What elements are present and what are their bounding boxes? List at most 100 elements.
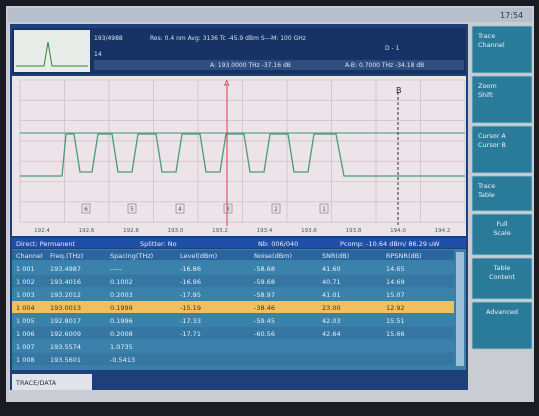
- x-tick-label: 193.8: [346, 228, 362, 234]
- table-cell: 12.92: [386, 304, 405, 312]
- table-cell: -60.56: [254, 330, 275, 338]
- column-header: Level(dBm): [180, 252, 217, 260]
- table-cell: 193.4016: [50, 278, 81, 286]
- cursor-ab-readout: A-B: 0.7000 THz -34.18 dB: [345, 62, 424, 69]
- column-header: SNR(dB): [322, 252, 349, 260]
- x-tick-label: 193.2: [212, 228, 228, 234]
- thumb-sub: 14: [94, 51, 102, 58]
- page: 17:54 193/4988 14 Res: 0.4 nm Avg: 3136 …: [0, 0, 539, 412]
- cursor-a-label: A: [224, 79, 230, 88]
- table-cell: -17.95: [180, 291, 201, 299]
- table-cell: 42.03: [322, 317, 341, 325]
- table-cell: 23.00: [322, 304, 341, 312]
- x-tick-label: 193.6: [301, 228, 317, 234]
- screen: 17:54 193/4988 14 Res: 0.4 nm Avg: 3136 …: [0, 0, 539, 412]
- side-button-label: Cursor A: [478, 132, 506, 140]
- table-cell: 41.60: [322, 265, 341, 273]
- channel-marker-label: 5: [130, 206, 134, 213]
- table-cell: 0.2003: [110, 291, 133, 299]
- channel-marker-label: 1: [322, 206, 326, 213]
- table-cell: -58.97: [254, 291, 275, 299]
- side-button-label: Table: [493, 264, 511, 272]
- side-button-label: Channel: [478, 41, 505, 49]
- table-cell: 192.8017: [50, 317, 81, 325]
- table-cell: 0.1999: [110, 304, 133, 312]
- table-cell: 1 005: [16, 317, 35, 325]
- table-cell: 14.69: [386, 278, 405, 286]
- table-cell: 40.71: [322, 278, 341, 286]
- column-header: Freq.(THz): [50, 252, 83, 260]
- x-tick-label: 194.0: [390, 228, 406, 234]
- table-cell: 193.2012: [50, 291, 81, 299]
- table-cell: 192.6009: [50, 330, 81, 338]
- side-button-label: Full: [496, 220, 507, 228]
- scrollbar[interactable]: [456, 252, 464, 366]
- table-cell: -----: [110, 265, 122, 273]
- channel-marker-label: 3: [226, 206, 230, 213]
- clock: 17:54: [500, 11, 523, 20]
- table-cell: 193.4987: [50, 265, 81, 273]
- table-cell: 1.0735: [110, 343, 133, 351]
- table-cell: 1 008: [16, 356, 35, 364]
- pcomp: Pcomp: -10.64 dBm/ 86.29 uW: [340, 240, 440, 248]
- table-cell: 1 002: [16, 278, 35, 286]
- channel-marker-label: 2: [274, 206, 278, 213]
- title-bar: [8, 8, 532, 22]
- table-cell: -0.5413: [110, 356, 135, 364]
- table-cell: -38.46: [254, 304, 275, 312]
- x-tick-label: 194.2: [435, 228, 451, 234]
- table-cell: 42.64: [322, 330, 341, 338]
- table-cell: 41.01: [322, 291, 341, 299]
- side-button-label: Trace: [477, 32, 495, 40]
- table-cell: 15.07: [386, 291, 405, 299]
- trace-id: D - 1: [385, 45, 400, 52]
- table-cell: 0.2008: [110, 330, 133, 338]
- side-button-label: Shift: [478, 91, 493, 99]
- table-cell: -58.68: [254, 265, 275, 273]
- table-cell: -17.71: [180, 330, 201, 338]
- nb: Nb: 006/040: [258, 240, 298, 248]
- x-tick-label: 193.4: [257, 228, 273, 234]
- x-tick-label: 192.4: [34, 228, 50, 234]
- x-tick-label: 192.8: [123, 228, 139, 234]
- side-button-label: Content: [489, 273, 515, 281]
- table-cell: -16.86: [180, 265, 201, 273]
- side-button-label: Scale: [493, 229, 511, 237]
- x-tick-label: 192.6: [79, 228, 95, 234]
- channel-marker-label: 6: [84, 206, 88, 213]
- table-cell: 0.1996: [110, 317, 133, 325]
- table-cell: 193.5574: [50, 343, 81, 351]
- side-button-label: Advanced: [486, 308, 518, 316]
- column-header: Noise(dBm): [254, 252, 292, 260]
- table-cell: 193.5601: [50, 356, 81, 364]
- table-cell: 1 007: [16, 343, 35, 351]
- side-button-label: Zoom: [478, 82, 497, 90]
- table-cell: 0.1002: [110, 278, 133, 286]
- channel-table: Channel Freq.(THz) Spacing(THz) Level(dBm) N…: [12, 250, 454, 365]
- column-header: Spacing(THz): [110, 252, 153, 260]
- thumb-value: 193/4988: [94, 35, 123, 42]
- table-cell: -16.96: [180, 278, 201, 286]
- channel-marker-label: 4: [178, 206, 182, 213]
- table-cell: 1 003: [16, 291, 35, 299]
- x-tick-label: 193.0: [168, 228, 184, 234]
- side-button-label: Trace: [477, 182, 495, 190]
- table-cell: 1 001: [16, 265, 35, 273]
- column-header: Channel: [16, 252, 43, 260]
- table-cell: -15.19: [180, 304, 201, 312]
- direct: Direct: Permanent: [16, 240, 76, 248]
- table-cell: 15.66: [386, 330, 405, 338]
- table-cell: 1 006: [16, 330, 35, 338]
- cursor-a-readout: A: 193.0000 THz -37.16 dB: [210, 62, 291, 69]
- side-button-label: Cursor B: [478, 141, 506, 149]
- side-button-label: Table: [477, 191, 495, 199]
- table-cell: -17.33: [180, 317, 201, 325]
- table-cell: 15.51: [386, 317, 405, 325]
- table-cell: 193.0013: [50, 304, 81, 312]
- splitter: Splitter: No: [140, 240, 177, 248]
- column-header: RPSNR(dB): [386, 252, 422, 260]
- table-cell: -59.45: [254, 317, 275, 325]
- table-cell: -59.68: [254, 278, 275, 286]
- cursor-b-label: B: [396, 86, 402, 95]
- table-cell: 1 004: [16, 304, 35, 312]
